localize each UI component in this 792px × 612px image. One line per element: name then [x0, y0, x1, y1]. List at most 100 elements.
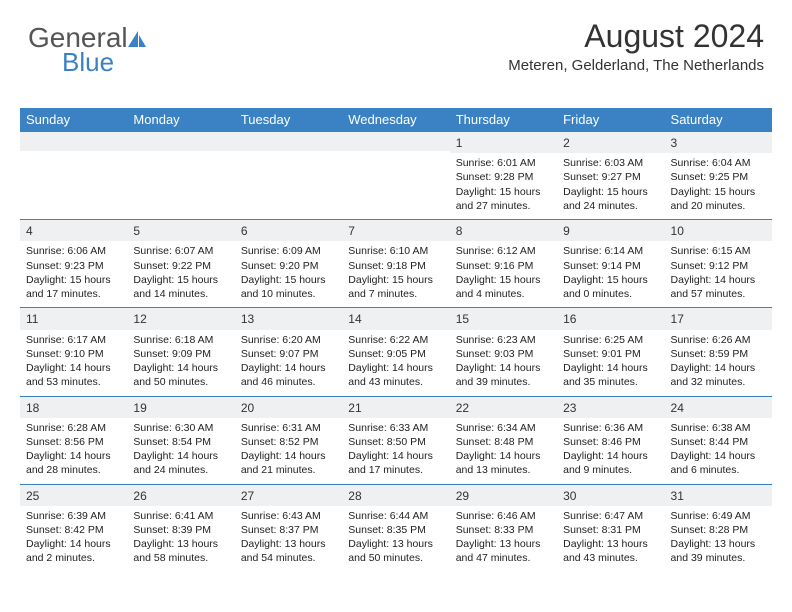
daylight-line1: Daylight: 14 hours: [456, 449, 551, 463]
day-content: Sunrise: 6:14 AMSunset: 9:14 PMDaylight:…: [557, 241, 664, 307]
day-content: Sunrise: 6:09 AMSunset: 9:20 PMDaylight:…: [235, 241, 342, 307]
empty-daynum: [342, 131, 449, 151]
day-number: 17: [665, 307, 772, 329]
day-header: Thursday: [450, 108, 557, 131]
sunset-text: Sunset: 9:10 PM: [26, 347, 121, 361]
daylight-line2: and 14 minutes.: [133, 287, 228, 301]
day-cell: 17Sunrise: 6:26 AMSunset: 8:59 PMDayligh…: [665, 307, 772, 395]
empty-content: [127, 151, 234, 217]
day-content: Sunrise: 6:18 AMSunset: 9:09 PMDaylight:…: [127, 330, 234, 396]
sunrise-text: Sunrise: 6:46 AM: [456, 509, 551, 523]
day-cell: 4Sunrise: 6:06 AMSunset: 9:23 PMDaylight…: [20, 219, 127, 307]
daylight-line1: Daylight: 14 hours: [241, 361, 336, 375]
daylight-line1: Daylight: 15 hours: [563, 273, 658, 287]
day-number: 7: [342, 219, 449, 241]
day-content: Sunrise: 6:46 AMSunset: 8:33 PMDaylight:…: [450, 506, 557, 572]
daylight-line1: Daylight: 14 hours: [348, 361, 443, 375]
daylight-line2: and 24 minutes.: [563, 199, 658, 213]
day-header: Tuesday: [235, 108, 342, 131]
day-number: 16: [557, 307, 664, 329]
day-cell: 1Sunrise: 6:01 AMSunset: 9:28 PMDaylight…: [450, 131, 557, 219]
day-cell: 5Sunrise: 6:07 AMSunset: 9:22 PMDaylight…: [127, 219, 234, 307]
daylight-line1: Daylight: 14 hours: [563, 361, 658, 375]
day-cell: 19Sunrise: 6:30 AMSunset: 8:54 PMDayligh…: [127, 396, 234, 484]
day-content: Sunrise: 6:20 AMSunset: 9:07 PMDaylight:…: [235, 330, 342, 396]
day-header: Friday: [557, 108, 664, 131]
day-cell: 18Sunrise: 6:28 AMSunset: 8:56 PMDayligh…: [20, 396, 127, 484]
day-number: 23: [557, 396, 664, 418]
day-cell: 10Sunrise: 6:15 AMSunset: 9:12 PMDayligh…: [665, 219, 772, 307]
day-content: Sunrise: 6:36 AMSunset: 8:46 PMDaylight:…: [557, 418, 664, 484]
day-of-week-row: SundayMondayTuesdayWednesdayThursdayFrid…: [20, 108, 772, 131]
day-cell: 2Sunrise: 6:03 AMSunset: 9:27 PMDaylight…: [557, 131, 664, 219]
day-content: Sunrise: 6:33 AMSunset: 8:50 PMDaylight:…: [342, 418, 449, 484]
sunrise-text: Sunrise: 6:15 AM: [671, 244, 766, 258]
sunrise-text: Sunrise: 6:06 AM: [26, 244, 121, 258]
day-number: 1: [450, 131, 557, 153]
sunrise-text: Sunrise: 6:03 AM: [563, 156, 658, 170]
daylight-line1: Daylight: 15 hours: [671, 185, 766, 199]
day-content: Sunrise: 6:25 AMSunset: 9:01 PMDaylight:…: [557, 330, 664, 396]
daylight-line2: and 24 minutes.: [133, 463, 228, 477]
sunset-text: Sunset: 9:09 PM: [133, 347, 228, 361]
day-number: 31: [665, 484, 772, 506]
daylight-line2: and 47 minutes.: [456, 551, 551, 565]
daylight-line2: and 28 minutes.: [26, 463, 121, 477]
day-header: Saturday: [665, 108, 772, 131]
daylight-line2: and 54 minutes.: [241, 551, 336, 565]
daylight-line1: Daylight: 14 hours: [26, 361, 121, 375]
day-cell: 27Sunrise: 6:43 AMSunset: 8:37 PMDayligh…: [235, 484, 342, 572]
daylight-line1: Daylight: 13 hours: [563, 537, 658, 551]
daylight-line1: Daylight: 14 hours: [241, 449, 336, 463]
sunrise-text: Sunrise: 6:22 AM: [348, 333, 443, 347]
daylight-line2: and 17 minutes.: [26, 287, 121, 301]
sunset-text: Sunset: 9:12 PM: [671, 259, 766, 273]
day-number: 26: [127, 484, 234, 506]
sunset-text: Sunset: 9:23 PM: [26, 259, 121, 273]
sunset-text: Sunset: 9:16 PM: [456, 259, 551, 273]
day-cell: 7Sunrise: 6:10 AMSunset: 9:18 PMDaylight…: [342, 219, 449, 307]
day-number: 15: [450, 307, 557, 329]
sunset-text: Sunset: 8:37 PM: [241, 523, 336, 537]
sunrise-text: Sunrise: 6:10 AM: [348, 244, 443, 258]
sunrise-text: Sunrise: 6:33 AM: [348, 421, 443, 435]
daylight-line1: Daylight: 14 hours: [456, 361, 551, 375]
sunset-text: Sunset: 8:59 PM: [671, 347, 766, 361]
daylight-line1: Daylight: 15 hours: [241, 273, 336, 287]
daylight-line1: Daylight: 14 hours: [563, 449, 658, 463]
title-block: August 2024 Meteren, Gelderland, The Net…: [508, 18, 764, 74]
daylight-line2: and 10 minutes.: [241, 287, 336, 301]
daylight-line1: Daylight: 14 hours: [671, 449, 766, 463]
day-number: 12: [127, 307, 234, 329]
day-cell: 24Sunrise: 6:38 AMSunset: 8:44 PMDayligh…: [665, 396, 772, 484]
sunset-text: Sunset: 9:25 PM: [671, 170, 766, 184]
sunset-text: Sunset: 9:05 PM: [348, 347, 443, 361]
day-content: Sunrise: 6:06 AMSunset: 9:23 PMDaylight:…: [20, 241, 127, 307]
sunset-text: Sunset: 8:31 PM: [563, 523, 658, 537]
day-cell: 26Sunrise: 6:41 AMSunset: 8:39 PMDayligh…: [127, 484, 234, 572]
day-content: Sunrise: 6:44 AMSunset: 8:35 PMDaylight:…: [342, 506, 449, 572]
daylight-line2: and 57 minutes.: [671, 287, 766, 301]
sunset-text: Sunset: 8:56 PM: [26, 435, 121, 449]
sunset-text: Sunset: 9:22 PM: [133, 259, 228, 273]
day-number: 21: [342, 396, 449, 418]
empty-daynum: [20, 131, 127, 151]
day-cell: 22Sunrise: 6:34 AMSunset: 8:48 PMDayligh…: [450, 396, 557, 484]
day-cell: 29Sunrise: 6:46 AMSunset: 8:33 PMDayligh…: [450, 484, 557, 572]
sunset-text: Sunset: 9:18 PM: [348, 259, 443, 273]
day-content: Sunrise: 6:34 AMSunset: 8:48 PMDaylight:…: [450, 418, 557, 484]
day-number: 22: [450, 396, 557, 418]
day-cell: 9Sunrise: 6:14 AMSunset: 9:14 PMDaylight…: [557, 219, 664, 307]
daylight-line1: Daylight: 14 hours: [26, 537, 121, 551]
daylight-line1: Daylight: 14 hours: [348, 449, 443, 463]
day-number: 27: [235, 484, 342, 506]
day-cell: [235, 131, 342, 219]
brand-word2: Blue: [62, 47, 114, 77]
daylight-line2: and 50 minutes.: [133, 375, 228, 389]
day-content: Sunrise: 6:23 AMSunset: 9:03 PMDaylight:…: [450, 330, 557, 396]
sunset-text: Sunset: 8:50 PM: [348, 435, 443, 449]
sunrise-text: Sunrise: 6:30 AM: [133, 421, 228, 435]
sunrise-text: Sunrise: 6:18 AM: [133, 333, 228, 347]
day-content: Sunrise: 6:47 AMSunset: 8:31 PMDaylight:…: [557, 506, 664, 572]
daylight-line2: and 32 minutes.: [671, 375, 766, 389]
